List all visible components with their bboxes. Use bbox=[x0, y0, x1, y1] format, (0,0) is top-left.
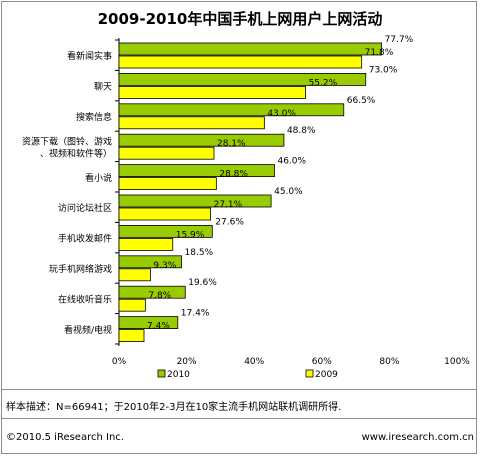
data-label-2009: 43.0% bbox=[267, 109, 296, 119]
data-label-2010: 18.5% bbox=[185, 248, 214, 258]
category-label: 玩手机网络游戏 bbox=[49, 263, 112, 275]
data-label-2009: 9.3% bbox=[153, 261, 176, 271]
copyright-text: ©2010.5 iResearch Inc. bbox=[6, 432, 124, 443]
x-tick-label: 60% bbox=[312, 357, 332, 367]
category-label: 在线收听音乐 bbox=[58, 293, 112, 305]
bar-2010 bbox=[118, 133, 285, 147]
category-label: 看小说 bbox=[85, 172, 112, 184]
data-label-2010: 27.6% bbox=[215, 217, 244, 227]
bar-2009 bbox=[118, 116, 265, 130]
legend-label-2010: 2010 bbox=[167, 370, 190, 380]
data-label-2009: 7.4% bbox=[147, 322, 170, 332]
bar-2010 bbox=[118, 73, 367, 86]
x-tick-label: 40% bbox=[244, 357, 264, 367]
data-label-2010: 46.0% bbox=[277, 157, 306, 167]
bar-2010 bbox=[118, 285, 186, 299]
category-label: 看新闻实事 bbox=[67, 50, 112, 62]
data-label-2009: 15.9% bbox=[176, 230, 205, 240]
data-label-2010: 73.0% bbox=[369, 65, 398, 75]
legend-swatch-2009 bbox=[305, 369, 314, 378]
bar-2010 bbox=[118, 164, 275, 178]
legend-label-2009: 2009 bbox=[315, 370, 338, 380]
category-label: 搜索信息 bbox=[76, 111, 112, 123]
chart-title: 2009-2010年中国手机上网用户上网活动 bbox=[97, 10, 383, 28]
data-label-2010: 19.6% bbox=[188, 278, 217, 288]
x-tick-label: 80% bbox=[379, 357, 399, 367]
bar-2009 bbox=[118, 268, 151, 282]
bar-2010 bbox=[118, 194, 272, 208]
data-label-2010: 45.0% bbox=[274, 187, 303, 197]
bar-2009 bbox=[118, 146, 215, 160]
bar-2009 bbox=[118, 298, 146, 312]
data-label-2010: 17.4% bbox=[181, 309, 210, 319]
data-label-2009: 28.8% bbox=[219, 170, 248, 180]
data-label-2009: 71.8% bbox=[365, 48, 394, 58]
x-tick-label: 100% bbox=[444, 357, 470, 367]
data-label-2010: 48.8% bbox=[287, 126, 316, 136]
category-label: 资源下载（图铃、游戏 bbox=[22, 135, 112, 147]
footer-divider-bottom bbox=[1, 418, 477, 419]
data-label-2009: 28.1% bbox=[217, 139, 246, 149]
category-label: 手机收发邮件 bbox=[58, 233, 112, 245]
bar-2009 bbox=[118, 86, 306, 99]
bar-2009 bbox=[118, 55, 363, 69]
category-label: 看视频/电视 bbox=[64, 324, 112, 336]
data-label-2010: 66.5% bbox=[347, 96, 376, 106]
bar-2009 bbox=[118, 207, 211, 221]
sample-note: 样本描述：N=66941；于2010年2-3月在10家主流手机网站联机调研所得. bbox=[6, 402, 342, 413]
data-label-2009: 27.1% bbox=[214, 200, 243, 210]
data-label-2010: 77.7% bbox=[385, 35, 414, 45]
x-tick-label: 0% bbox=[112, 357, 127, 367]
data-label-2009: 7.8% bbox=[148, 291, 171, 301]
footer-divider bbox=[1, 389, 477, 390]
bar-2010 bbox=[118, 316, 179, 330]
legend-swatch-2010 bbox=[157, 369, 166, 378]
bar-2010 bbox=[118, 42, 383, 56]
data-label-2009: 55.2% bbox=[309, 78, 338, 88]
bar-2010 bbox=[118, 255, 182, 269]
category-label: 、视频和软件等） bbox=[40, 147, 112, 159]
category-label: 访问论坛社区 bbox=[58, 202, 112, 214]
bar-2009 bbox=[118, 329, 145, 343]
bar-2010 bbox=[118, 224, 213, 238]
bar-2009 bbox=[118, 237, 174, 251]
x-tick-label: 20% bbox=[177, 357, 197, 367]
bar-2009 bbox=[118, 177, 217, 191]
category-label: 聊天 bbox=[94, 81, 112, 93]
bar-2010 bbox=[118, 103, 345, 117]
website-text: www.iresearch.com.cn bbox=[361, 432, 474, 443]
